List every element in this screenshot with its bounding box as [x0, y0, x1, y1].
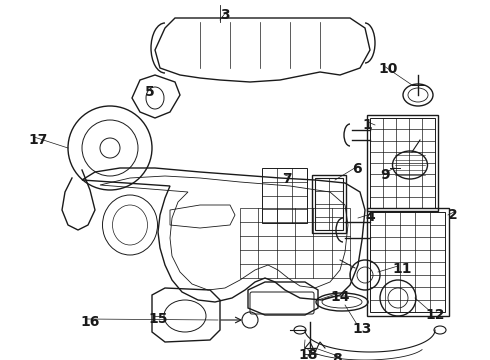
- Text: 11: 11: [392, 262, 412, 276]
- Text: 18: 18: [298, 348, 318, 360]
- Bar: [240, 208, 350, 278]
- Text: 14: 14: [330, 290, 349, 304]
- Text: 3: 3: [220, 8, 230, 22]
- Bar: [367, 115, 438, 211]
- Bar: [262, 168, 307, 223]
- Bar: [370, 118, 435, 208]
- Text: 8: 8: [332, 352, 342, 360]
- Text: 15: 15: [148, 312, 168, 326]
- Text: 9: 9: [380, 168, 390, 182]
- Text: 16: 16: [80, 315, 99, 329]
- Text: 6: 6: [352, 162, 362, 176]
- Bar: [370, 212, 445, 312]
- Text: 1: 1: [362, 118, 372, 132]
- Text: 2: 2: [448, 208, 458, 222]
- Bar: [367, 208, 449, 316]
- Text: 13: 13: [352, 322, 371, 336]
- Bar: [315, 178, 343, 230]
- Text: 17: 17: [28, 133, 48, 147]
- Bar: [312, 175, 346, 233]
- Text: 4: 4: [365, 210, 375, 224]
- Text: 5: 5: [145, 85, 155, 99]
- Text: 10: 10: [378, 62, 397, 76]
- Text: 7: 7: [282, 172, 292, 186]
- Text: 12: 12: [425, 308, 444, 322]
